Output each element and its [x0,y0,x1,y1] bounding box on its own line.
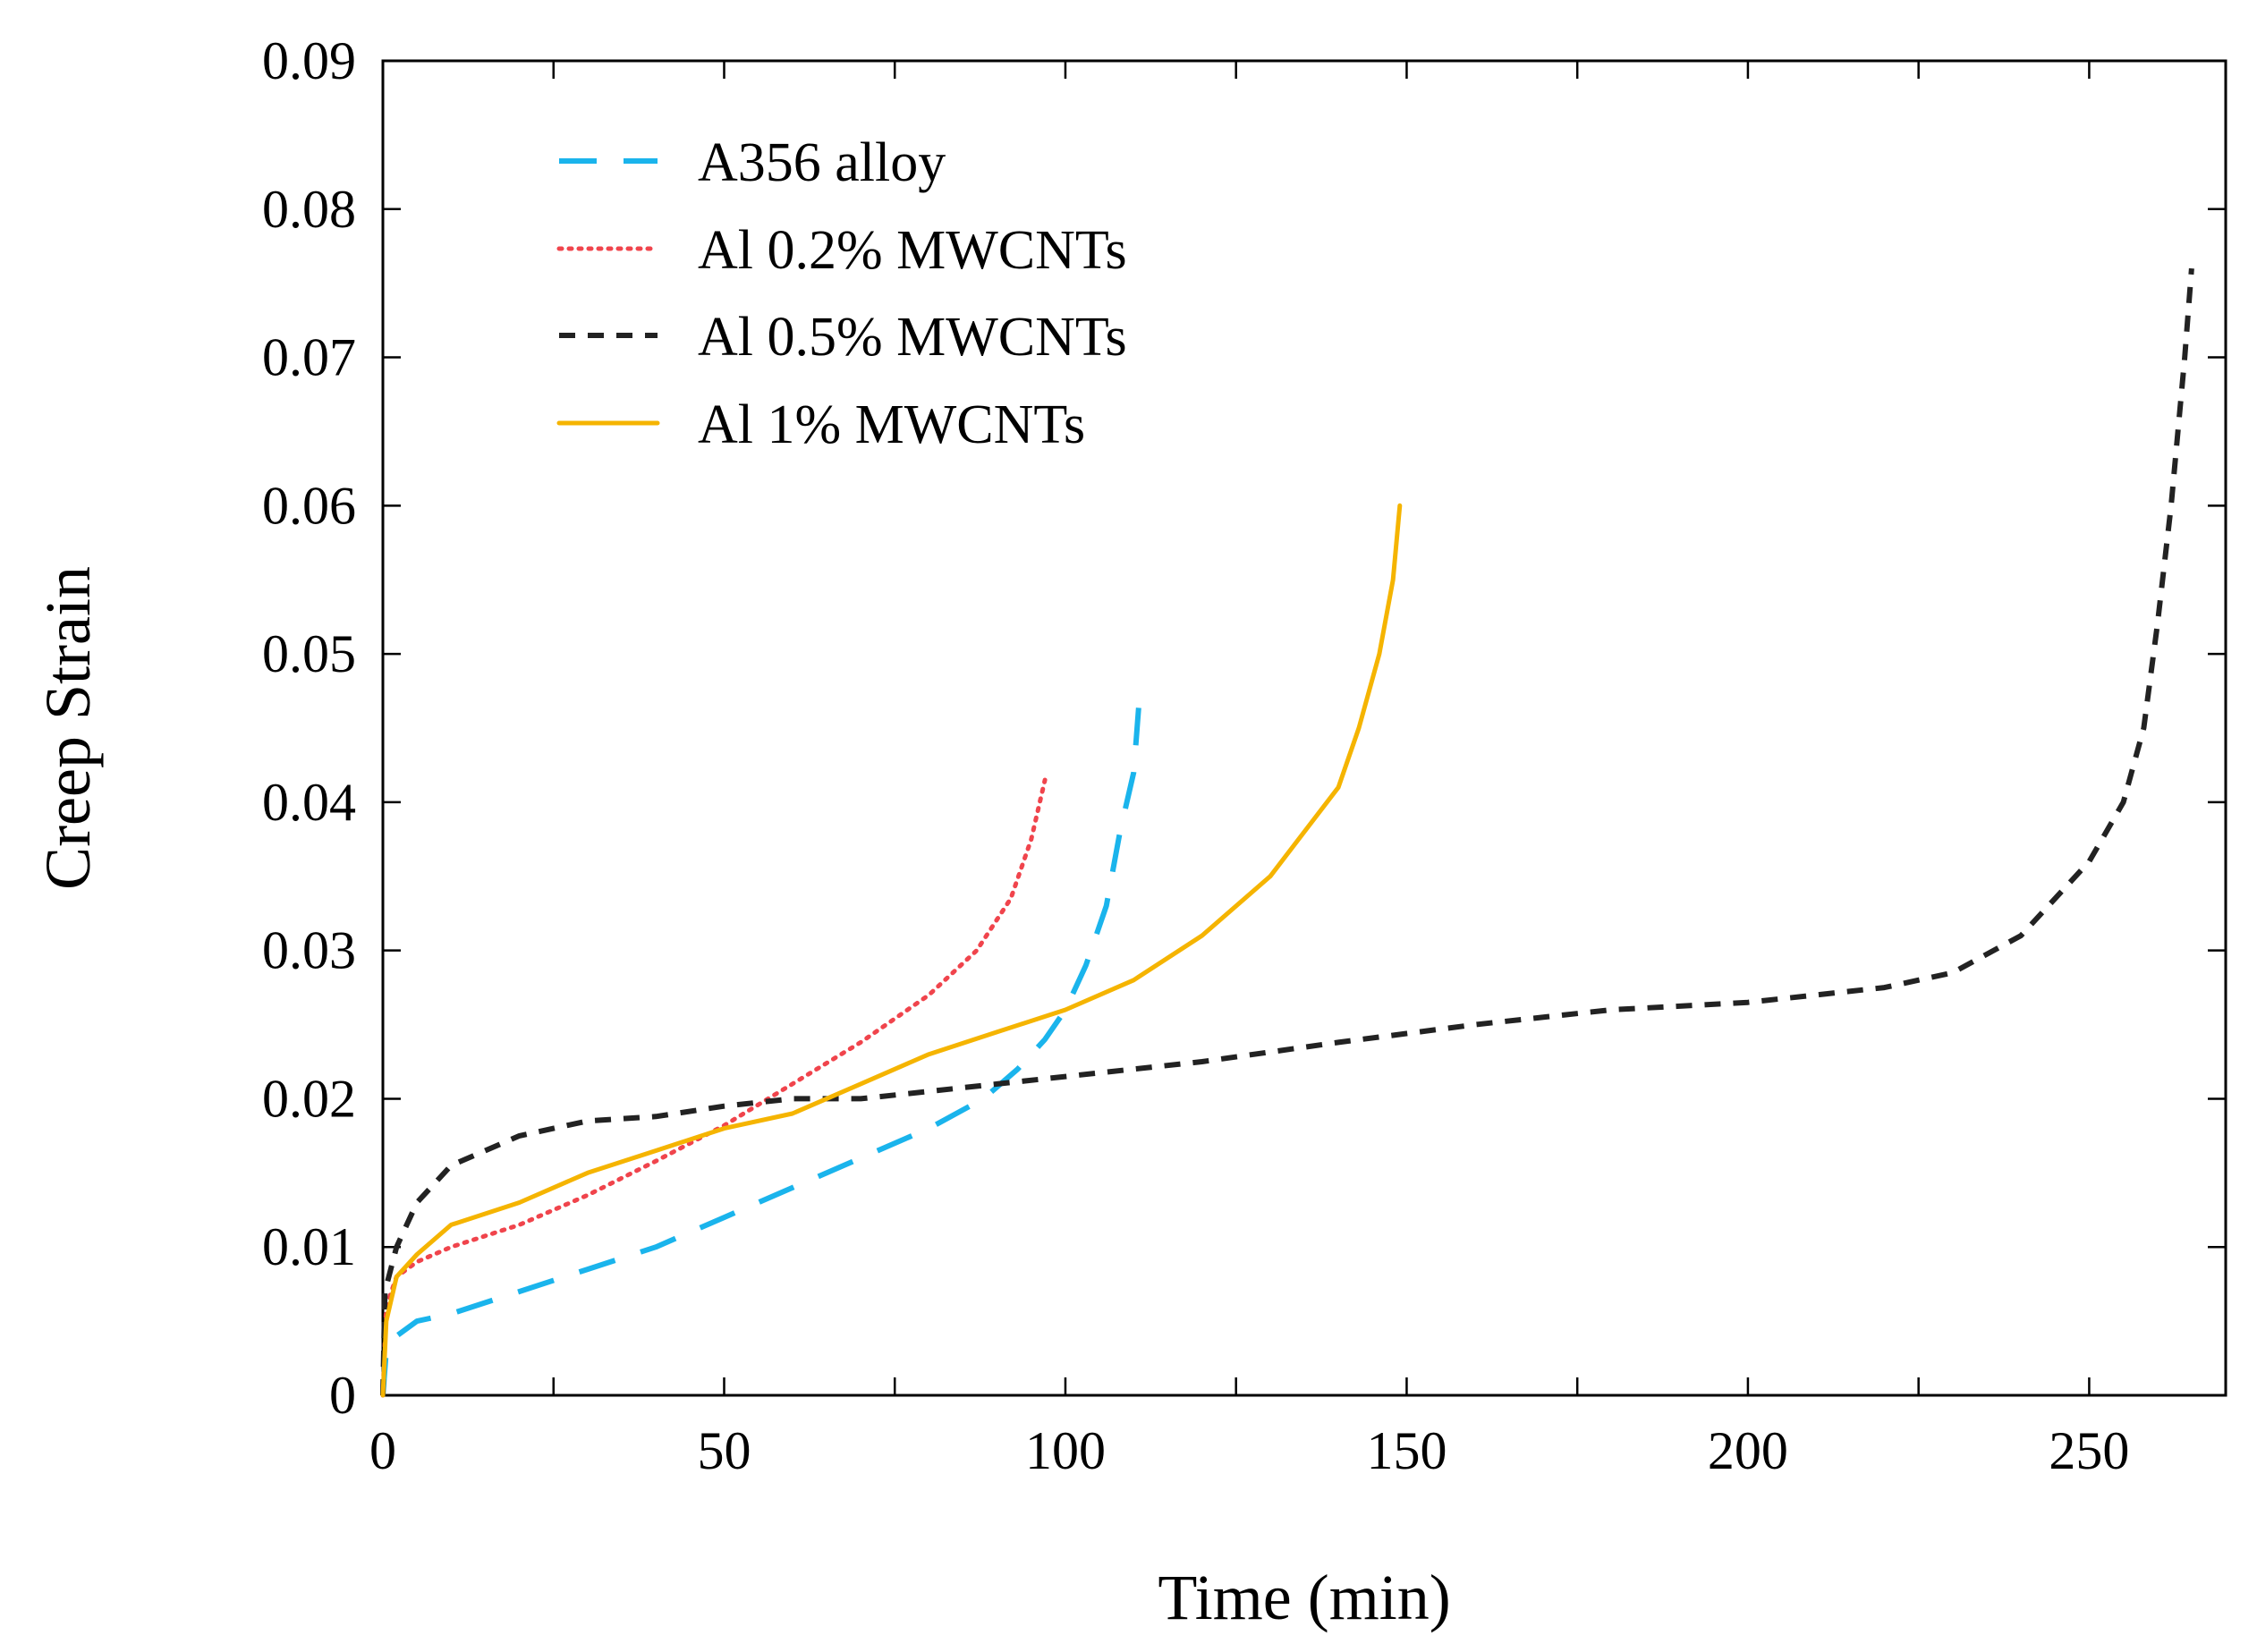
y-tick-label: 0.07 [262,328,356,387]
x-tick-label: 0 [369,1421,396,1480]
axis-tick-labels: 0 50 100 150 200 250 0 0.01 0.02 0.03 0.04 0.05 0.06… [262,31,2129,1480]
y-tick-label: 0.03 [262,921,356,980]
legend-label-3: Al 0.5% MWCNTs [698,307,1127,368]
x-tick-label: 50 [697,1421,751,1480]
legend: A356 alloy Al 0.2% MWCNTs Al 0.5% MWCNTs Al… [556,132,1127,455]
legend-label-4: Al 1% MWCNTs [698,394,1085,455]
series-line-2 [380,777,1048,1398]
y-tick-label: 0.01 [262,1217,356,1276]
plot-frame [381,59,2227,1397]
y-axis-label: Creep Strain [32,566,104,890]
y-tick-label: 0.04 [262,773,356,832]
series-line-1 [380,683,1143,1396]
y-tick-label: 0 [329,1366,356,1425]
series-line-4 [380,503,1403,1398]
y-tick-label: 0.05 [262,624,356,683]
y-tick-label: 0.09 [262,31,356,90]
legend-label-1: A356 alloy [698,132,946,193]
series-lines [380,267,2194,1398]
y-tick-label: 0.08 [262,180,356,239]
y-tick-label: 0.06 [262,476,356,535]
x-tick-label: 200 [1708,1421,1788,1480]
x-tick-label: 150 [1366,1421,1447,1480]
series-line-3 [380,267,2194,1396]
x-tick-label: 250 [2049,1421,2129,1480]
x-tick-label: 100 [1025,1421,1106,1480]
x-axis-label: Time (min) [1158,1562,1450,1633]
legend-label-2: Al 0.2% MWCNTs [698,220,1127,281]
y-tick-label: 0.02 [262,1069,356,1128]
